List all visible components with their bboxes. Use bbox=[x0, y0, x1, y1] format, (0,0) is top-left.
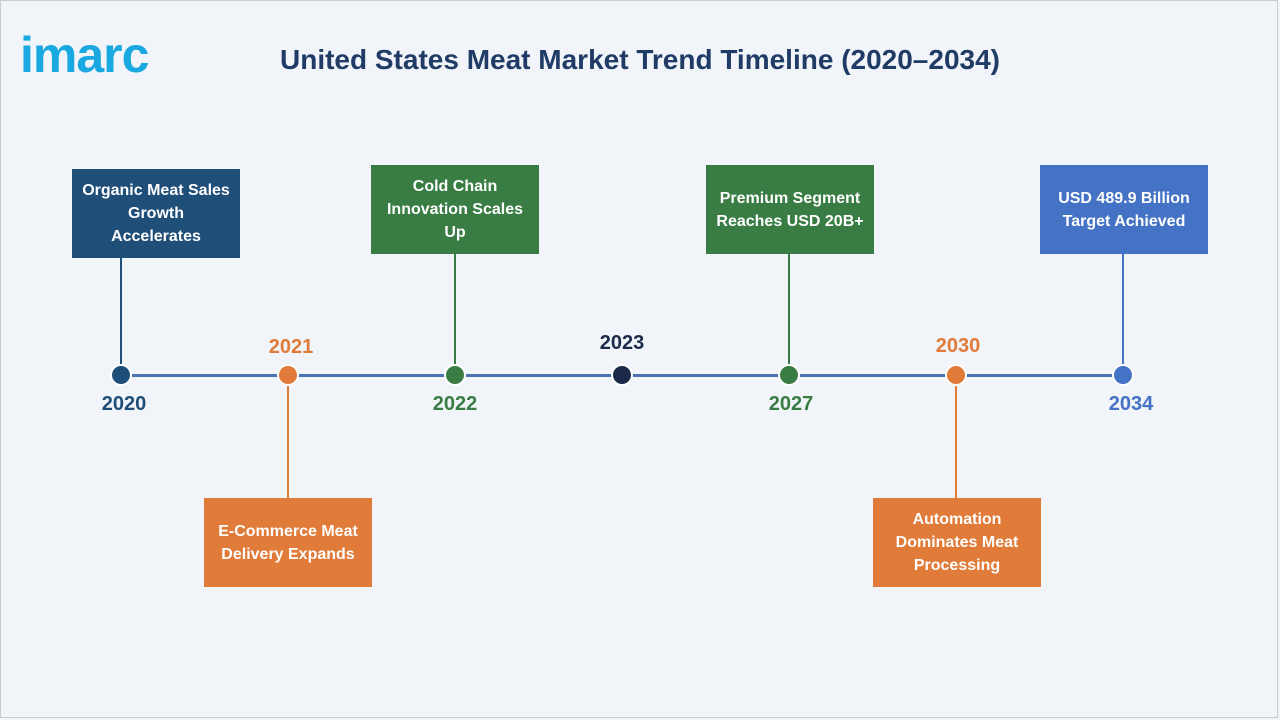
event-box-2021: E-Commerce Meat Delivery Expands bbox=[204, 498, 372, 587]
year-label-2027: 2027 bbox=[768, 393, 814, 415]
milestone-dot-2022 bbox=[444, 364, 466, 386]
year-label-2023: 2023 bbox=[599, 332, 645, 354]
connector-2020 bbox=[120, 258, 122, 366]
event-box-2020: Organic Meat Sales Growth Accelerates bbox=[72, 169, 240, 258]
year-label-2030: 2030 bbox=[935, 335, 981, 357]
connector-2021 bbox=[287, 386, 289, 498]
milestone-dot-2034 bbox=[1112, 364, 1134, 386]
event-box-2027: Premium Segment Reaches USD 20B+ bbox=[706, 165, 874, 254]
year-label-2034: 2034 bbox=[1108, 393, 1154, 415]
milestone-dot-2027 bbox=[778, 364, 800, 386]
milestone-dot-2030 bbox=[945, 364, 967, 386]
event-box-2030: Automation Dominates Meat Processing bbox=[873, 498, 1041, 587]
event-box-2034: USD 489.9 Billion Target Achieved bbox=[1040, 165, 1208, 254]
year-label-2021: 2021 bbox=[268, 336, 314, 358]
connector-2030 bbox=[955, 386, 957, 498]
milestone-dot-2023 bbox=[611, 364, 633, 386]
milestone-dot-2021 bbox=[277, 364, 299, 386]
page-title: United States Meat Market Trend Timeline… bbox=[280, 44, 1000, 75]
event-box-2022: Cold Chain Innovation Scales Up bbox=[371, 165, 539, 254]
milestone-dot-2020 bbox=[110, 364, 132, 386]
connector-2022 bbox=[454, 254, 456, 366]
connector-2034 bbox=[1122, 254, 1124, 366]
year-label-2022: 2022 bbox=[432, 393, 478, 415]
connector-2027 bbox=[788, 254, 790, 366]
logo-text: imarc bbox=[20, 27, 149, 83]
imarc-logo: imarc bbox=[20, 22, 205, 84]
year-label-2020: 2020 bbox=[101, 393, 147, 415]
